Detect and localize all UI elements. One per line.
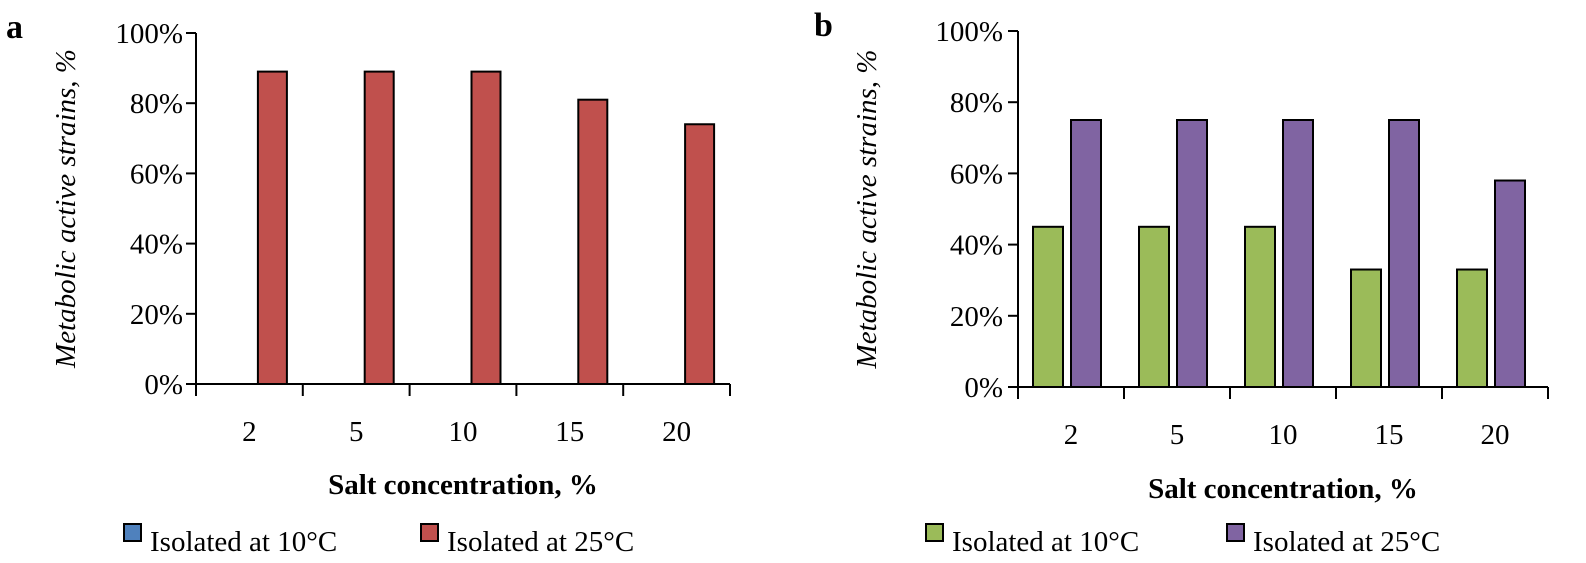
legend-swatch <box>925 523 944 542</box>
bar <box>1350 268 1382 388</box>
legend-label: Isolated at 25°C <box>447 526 634 558</box>
x-category-label: 15 <box>555 416 584 448</box>
bar <box>684 123 716 385</box>
y-tick-label: 80% <box>130 88 183 120</box>
y-axis-title: Metabolic active strains, % <box>50 49 82 369</box>
bar <box>1032 225 1064 388</box>
x-category-label: 15 <box>1375 419 1404 451</box>
bar <box>363 70 395 386</box>
panel-a: a 0% 20% 40% 60% 80% 100% 2 5 10 15 20 Metabolic act… <box>6 9 731 558</box>
y-tick-label: 0% <box>144 369 183 401</box>
y-tick-label: 20% <box>950 301 1003 333</box>
x-axis-title: Salt concentration, % <box>1148 473 1418 505</box>
x-axis-title: Salt concentration, % <box>328 469 598 501</box>
x-category-label: 5 <box>1170 419 1185 451</box>
y-tick-label: 20% <box>130 299 183 331</box>
legend-label: Isolated at 10°C <box>952 526 1139 558</box>
y-tick-label: 100% <box>935 16 1003 48</box>
bar <box>1176 119 1208 388</box>
y-tick-label: 40% <box>950 230 1003 262</box>
x-category-label: 10 <box>1269 419 1298 451</box>
bar <box>1138 225 1170 388</box>
y-tick-label: 80% <box>950 87 1003 119</box>
y-tick-label: 0% <box>964 372 1003 404</box>
legend-label: Isolated at 10°C <box>150 526 337 558</box>
x-category-label: 20 <box>662 416 691 448</box>
y-tick-label: 60% <box>130 158 183 190</box>
bar <box>1244 225 1276 388</box>
legend-label: Isolated at 25°C <box>1253 526 1440 558</box>
bar <box>1070 119 1102 388</box>
bar <box>1494 179 1526 388</box>
legend-swatch <box>1226 523 1245 542</box>
x-category-label: 10 <box>449 416 478 448</box>
x-category-label: 2 <box>242 416 257 448</box>
x-category-label: 20 <box>1481 419 1510 451</box>
bar <box>256 70 288 386</box>
x-category-label: 5 <box>349 416 364 448</box>
y-tick-label: 100% <box>115 18 183 50</box>
y-tick-label: 60% <box>950 158 1003 190</box>
bar <box>470 70 502 386</box>
panel-letter: a <box>6 9 23 46</box>
bar <box>1282 119 1314 388</box>
panel-letter: b <box>814 7 833 44</box>
legend-swatch <box>123 523 142 542</box>
bar <box>577 98 609 385</box>
y-tick-label: 40% <box>130 229 183 261</box>
bar <box>1456 268 1488 388</box>
bar <box>1388 119 1420 388</box>
panel-b: b 0% 20% 40% 60% 80% 100% 2 5 10 15 20 Metabolic act… <box>814 7 1549 558</box>
x-category-label: 2 <box>1064 419 1079 451</box>
y-axis-title: Metabolic active strains, % <box>851 50 883 370</box>
legend-swatch <box>420 523 439 542</box>
